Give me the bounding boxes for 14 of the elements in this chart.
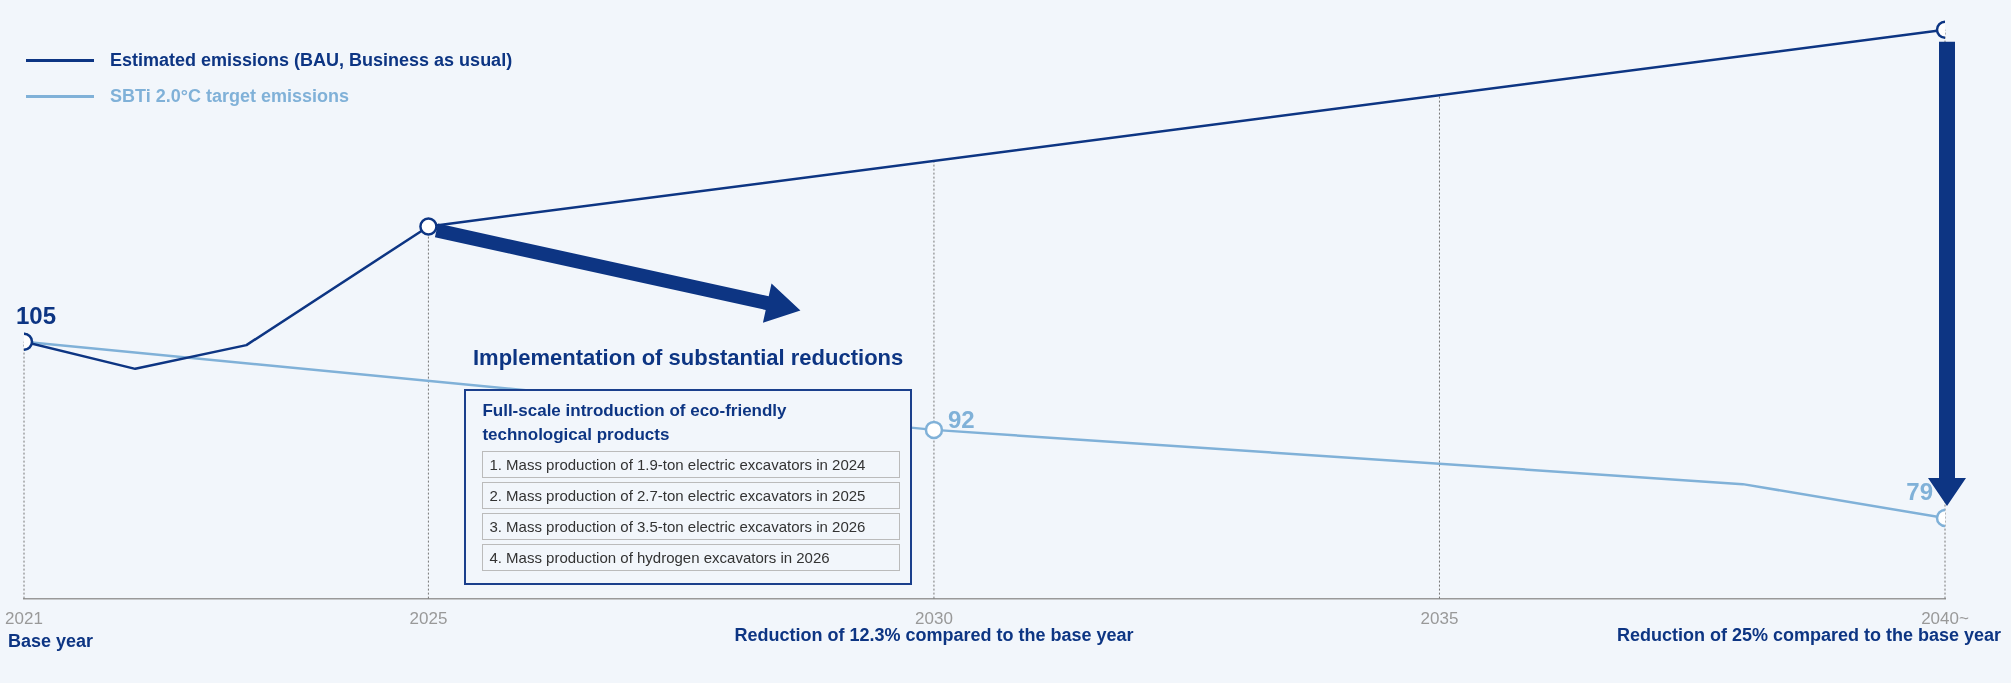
x-tick-label: 2035 (1420, 609, 1459, 629)
data-label: 105 (16, 301, 57, 329)
text-box: Full-scale introduction of eco-friendly technological products 1. Mass production of 1.9-ton electric excavators in 2024 2. Mass production of 2.7-ton electric excavators in 2025 3. Mass production of 3.5-ton electric excavators in 2026 4. Mass production of hydrogen excavators in 2026 (464, 389, 912, 585)
data-label: 79 (1906, 478, 1933, 506)
legend-label: SBTi 2.0°C target emissions (109, 84, 350, 108)
annotation: 1. Mass production of 1.9-ton electric excavators in 2024 (482, 451, 900, 478)
annotation: Full-scale introduction of eco-friendly technological products (482, 400, 788, 446)
annotation: Implementation of substantial reductions (473, 345, 904, 371)
x-tick-label: 2025 (409, 609, 448, 629)
annotation: 2. Mass production of 2.7-ton electric excavators in 2025 (482, 482, 900, 509)
text: Base year (8, 630, 94, 652)
x-tick-label: 2021 (5, 609, 43, 629)
legend-label: Estimated emissions (BAU, Business as usual) (109, 48, 513, 72)
data-label: 92 (947, 405, 975, 433)
